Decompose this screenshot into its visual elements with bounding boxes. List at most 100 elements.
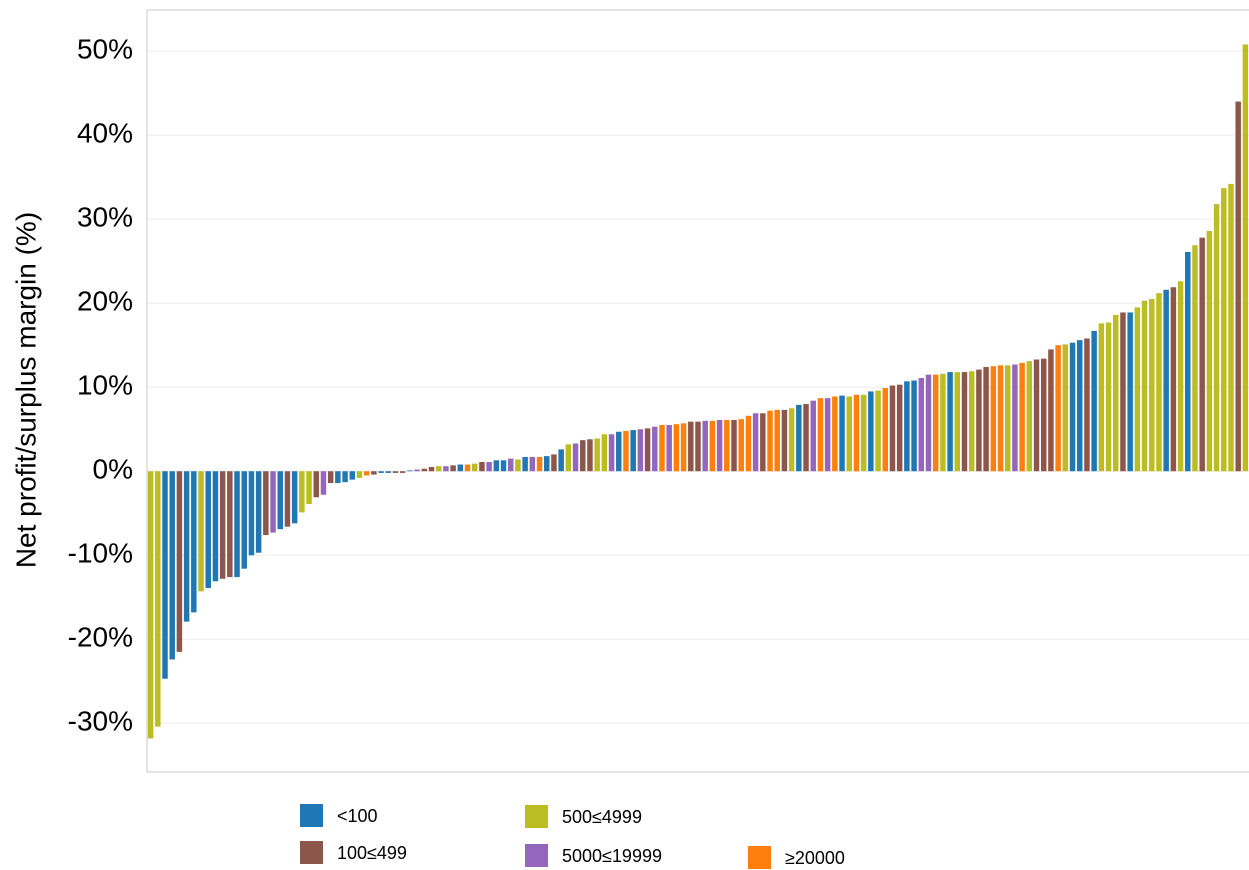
- bar: [1062, 344, 1069, 472]
- bar: [500, 460, 507, 472]
- bar: [594, 438, 600, 472]
- bar: [752, 413, 759, 472]
- bar: [1098, 323, 1105, 472]
- bar: [371, 471, 377, 475]
- bar: [738, 419, 744, 472]
- bar: [198, 471, 204, 592]
- y-tick-label: 50%: [77, 34, 133, 65]
- bar: [227, 471, 233, 578]
- bar: [1185, 251, 1191, 472]
- bar: [1084, 338, 1090, 472]
- bar: [853, 394, 860, 472]
- bar: [968, 371, 975, 472]
- bar: [399, 471, 406, 473]
- bar: [1055, 345, 1061, 472]
- bar: [860, 394, 867, 472]
- bar: [1206, 230, 1213, 472]
- bar: [479, 461, 485, 472]
- y-tick-label: 0%: [93, 454, 133, 485]
- bar: [637, 429, 644, 472]
- bar: [731, 419, 737, 472]
- bar: [147, 471, 154, 739]
- bar: [1127, 312, 1133, 472]
- bar: [1040, 358, 1047, 472]
- bar: [832, 396, 838, 472]
- bar: [947, 372, 953, 472]
- bar: [277, 471, 283, 530]
- bar: [457, 464, 464, 472]
- bar: [673, 424, 680, 472]
- bar: [1242, 44, 1249, 472]
- bar: [760, 413, 766, 472]
- legend-swatch: [300, 841, 323, 864]
- bar: [176, 471, 183, 652]
- bar: [846, 396, 852, 472]
- legend-label: ≥20000: [785, 848, 845, 868]
- bar: [925, 374, 932, 472]
- bar: [565, 444, 572, 472]
- y-tick-label: 10%: [77, 370, 133, 401]
- bar: [1163, 289, 1169, 472]
- bar: [824, 398, 831, 472]
- bar: [1235, 101, 1241, 472]
- bar: [1213, 204, 1220, 472]
- bar: [796, 404, 802, 472]
- bar: [1113, 314, 1119, 472]
- bar: [1177, 281, 1184, 472]
- bar: [745, 415, 752, 472]
- bar: [327, 471, 334, 483]
- bar: [486, 461, 492, 472]
- bar: [1077, 340, 1083, 472]
- bar: [601, 434, 608, 472]
- bar: [234, 471, 240, 578]
- bar: [630, 430, 636, 472]
- legend-label: 5000≤19999: [562, 846, 662, 866]
- bar: [450, 465, 456, 472]
- bar: [385, 471, 392, 473]
- bar: [1141, 300, 1148, 472]
- y-tick-label: -20%: [68, 622, 133, 653]
- bar: [435, 466, 442, 472]
- bar: [1033, 359, 1040, 472]
- bar: [659, 425, 665, 472]
- bar: [536, 456, 543, 472]
- y-tick-label: -10%: [68, 538, 133, 569]
- bar: [724, 419, 730, 472]
- bar: [248, 471, 255, 556]
- y-tick-label: 40%: [77, 118, 133, 149]
- bar: [414, 469, 420, 472]
- bar: [544, 456, 550, 472]
- bar: [875, 390, 881, 472]
- bar: [421, 468, 428, 472]
- bar: [1004, 365, 1011, 472]
- bar: [378, 471, 384, 473]
- legend-swatch: [525, 844, 548, 867]
- bar: [320, 471, 327, 495]
- bar: [255, 471, 262, 553]
- bar: [313, 471, 319, 498]
- bar: [270, 471, 276, 533]
- bar: [493, 460, 500, 472]
- bar: [241, 471, 247, 569]
- bar: [263, 471, 269, 536]
- bar: [1105, 322, 1112, 472]
- bar: [349, 471, 356, 480]
- bar: [803, 404, 809, 472]
- bar: [443, 466, 449, 472]
- y-axis-title: Net profit/surplus margin (%): [10, 212, 41, 568]
- bar: [767, 410, 773, 472]
- bar: [1012, 364, 1018, 472]
- bar: [896, 384, 903, 472]
- bar: [515, 459, 521, 472]
- bar: [306, 471, 312, 504]
- bar: [572, 443, 579, 472]
- bar: [219, 471, 226, 579]
- bar: [616, 431, 622, 472]
- bar: [788, 408, 795, 472]
- legend-label: 100≤499: [337, 843, 407, 863]
- bar: [1048, 349, 1054, 472]
- bar: [363, 471, 370, 476]
- bar: [335, 471, 341, 483]
- bar: [644, 428, 651, 472]
